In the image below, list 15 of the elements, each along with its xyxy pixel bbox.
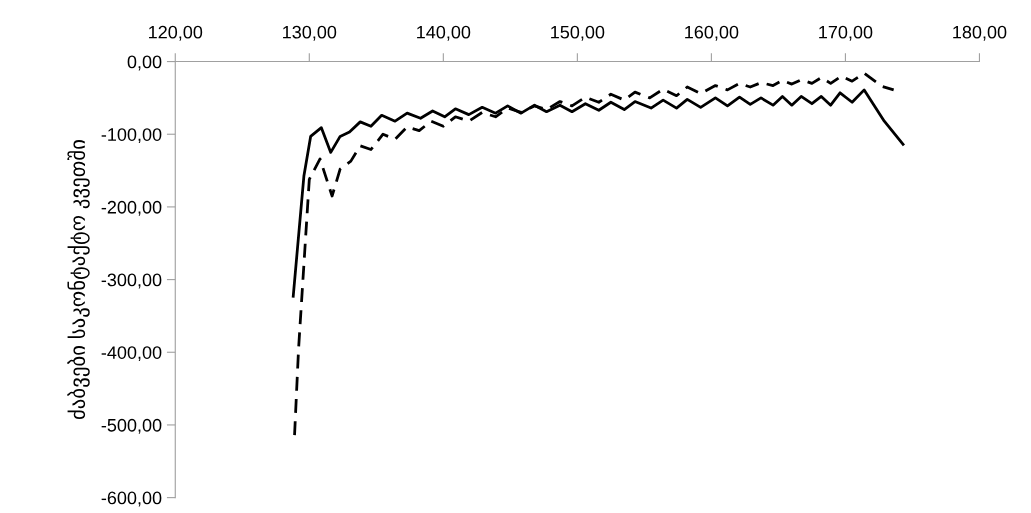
x-tick-label: 120,00 bbox=[149, 25, 203, 41]
y-axis-title: ძაბვები საკონტაქტო კვეთში bbox=[67, 140, 90, 420]
x-tick-label: 150,00 bbox=[551, 25, 605, 41]
x-tick-label: 170,00 bbox=[819, 25, 873, 41]
y-tick-label: 0,00 bbox=[127, 55, 162, 71]
x-tick-label: 180,00 bbox=[953, 25, 1007, 41]
x-tick-label: 160,00 bbox=[685, 25, 739, 41]
y-tick-label: -200,00 bbox=[101, 200, 162, 216]
y-tick-label: -600,00 bbox=[101, 491, 162, 507]
y-tick-label: -500,00 bbox=[101, 418, 162, 434]
x-tick-label: 130,00 bbox=[283, 25, 337, 41]
y-tick-label: -400,00 bbox=[101, 346, 162, 362]
y-tick-label: -300,00 bbox=[101, 273, 162, 289]
y-tick-label: -100,00 bbox=[101, 128, 162, 144]
x-tick-label: 140,00 bbox=[417, 25, 471, 41]
